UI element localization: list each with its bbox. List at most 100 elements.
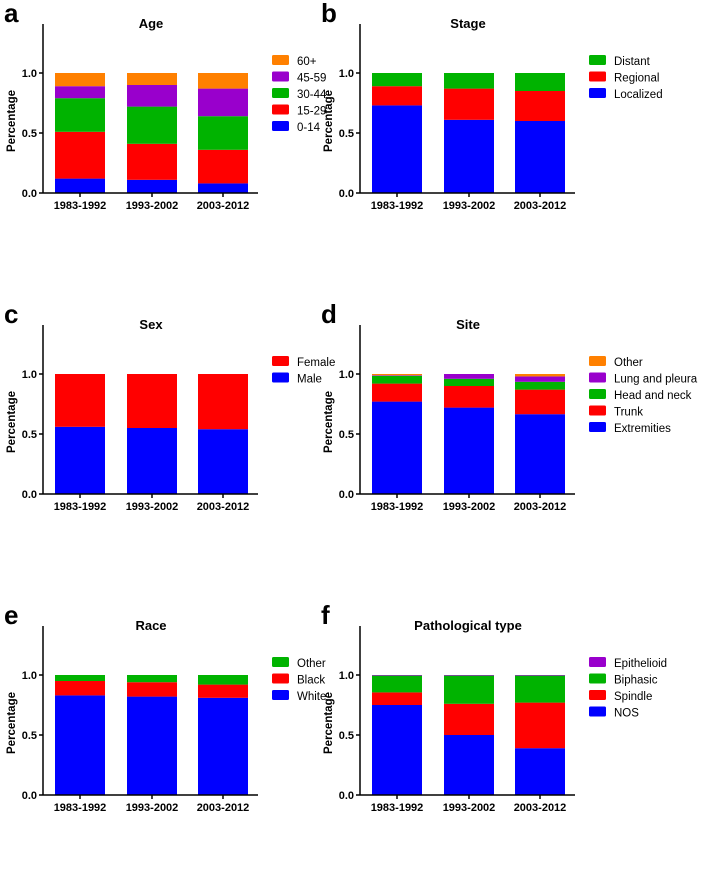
y-tick-label: 0.5 [22,128,37,140]
bar-segment-extremities [515,414,565,494]
chart-sex: Sex 0.0 0.5 1.0 1983-1992 1993-2002 2003-2012 P… [6,317,335,513]
bar-segment-male [55,426,105,494]
x-tick-label: 1983-1992 [54,802,107,814]
panel-letter: f [321,600,330,630]
x-tick-label: 2003-2012 [514,501,567,513]
x-tick-label: 2003-2012 [197,802,250,814]
panel-b: b Stage 0.0 0.5 1.0 1983-1992 1993-2002 2003-2… [317,0,676,272]
bar-segment-0-14 [198,183,248,193]
y-tick-label: 1.0 [339,68,354,80]
y-axis-label: Percentage [323,692,335,754]
legend-label: Spindle [614,691,652,703]
legend-swatch [589,71,606,82]
bar-segment-nos [444,735,494,795]
panel-letter: e [4,600,19,630]
bar-segment-60- [127,73,177,85]
y-tick-label: 0.0 [22,790,37,802]
bar-segment-localized [515,121,565,193]
bar-segment-15-29 [55,131,105,179]
bar-segment-regional [444,88,494,120]
y-tick-label: 0.5 [339,730,354,742]
y-tick-label: 0.0 [339,188,354,200]
bar-segment-spindle [444,703,494,735]
legend-swatch [589,55,606,65]
legend-label: 15-29 [297,106,326,118]
y-axis-label: Percentage [323,391,335,453]
bar-segment-white [55,695,105,795]
bar-segment-biphasic [372,675,422,693]
bar-segment-female [55,374,105,427]
x-tick-label: 2003-2012 [197,501,250,513]
legend-label: Other [614,357,643,369]
bar-segment-other [515,374,565,377]
chart-title: Stage [450,16,485,31]
x-tick-label: 1993-2002 [443,802,496,814]
legend-swatch [589,422,606,432]
x-tick-label: 1983-1992 [54,501,107,513]
legend-swatch [589,657,606,667]
bar-segment-15-29 [198,149,248,184]
bar-segment-black [55,681,105,696]
legend-swatch [589,389,606,399]
y-axis-label: Percentage [6,391,18,453]
bar-segment-localized [372,105,422,193]
legend-label: Epithelioid [614,658,667,670]
bar-segment-epithelioid [372,675,422,676]
chart-title: Sex [139,317,163,332]
panel-letter: b [321,0,337,28]
bar-segment-60- [55,73,105,87]
legend-label: 30-44 [297,89,327,101]
chart-pathological-type: Pathological type 0.0 0.5 1.0 1983-1992 1993-… [323,618,667,814]
bar-segment-30-44 [127,106,177,144]
chart-site: Site 0.0 0.5 1.0 1983-1992 1993-2002 2003-2012… [323,317,698,513]
bar-segment-30-44 [55,98,105,132]
x-tick-label: 2003-2012 [514,802,567,814]
legend-swatch [272,121,289,131]
panel-a: a Age 0.0 0.5 1.0 1983-1992 1993-2002 2003-201… [0,0,359,272]
y-tick-label: 0.5 [339,128,354,140]
legend-swatch [589,356,606,366]
bar-segment-15-29 [127,143,177,180]
legend-swatch [272,55,289,65]
bar-segment-trunk [372,383,422,402]
legend-swatch [589,673,606,684]
bar-segment-localized [444,119,494,193]
y-tick-label: 1.0 [339,369,354,381]
bar-segment-other [127,675,177,683]
y-tick-label: 0.0 [22,489,37,501]
legend-swatch [272,104,289,115]
y-tick-label: 1.0 [22,68,37,80]
x-tick-label: 1993-2002 [126,501,179,513]
panel-e: e Race 0.0 0.5 1.0 1983-1992 1993-2002 2003-20… [0,600,359,874]
bar-segment-head-and-neck [515,381,565,390]
chart-title: Race [135,618,166,633]
y-axis-label: Percentage [6,90,18,152]
bar-segment-distant [515,73,565,91]
legend-swatch [272,690,289,700]
bar-segment-male [127,428,177,494]
bar-segment-other [55,675,105,681]
y-tick-label: 0.5 [22,730,37,742]
bar-segment-nos [515,748,565,795]
legend-label: Localized [614,89,663,101]
legend-label: Black [297,675,325,687]
chart-title: Age [139,16,164,31]
x-tick-label: 1983-1992 [371,501,424,513]
legend-swatch [589,405,606,416]
bar-segment-0-14 [127,179,177,193]
bar-segment-epithelioid [515,675,565,676]
legend-swatch [589,372,606,383]
bar-segment-trunk [515,389,565,415]
bar-segment-extremities [444,407,494,494]
x-tick-label: 1983-1992 [371,200,424,212]
bar-segment-spindle [372,692,422,705]
x-tick-label: 1983-1992 [371,802,424,814]
bar-segment-nos [372,705,422,795]
bar-segment-head-and-neck [372,375,422,384]
bar-segment-45-59 [127,85,177,107]
bar-segment-biphasic [515,675,565,703]
legend-label: Head and neck [614,390,692,402]
legend-label: Extremities [614,423,671,435]
x-tick-label: 1993-2002 [443,501,496,513]
bar-segment-other [372,374,422,376]
